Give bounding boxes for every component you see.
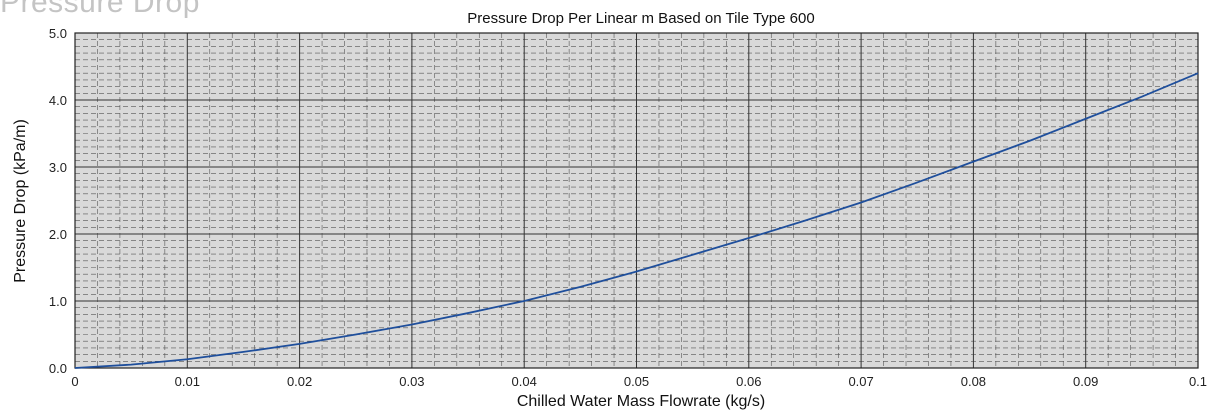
data-point: [130, 364, 132, 366]
series-line-0: [74, 72, 1199, 369]
x-tick-label: 0.09: [1073, 374, 1098, 389]
x-tick-label: 0.04: [512, 374, 537, 389]
y-tick-label: 3.0: [49, 160, 67, 175]
tick-labels: 0 0.01 0.02 0.03 0.04 0.05 0.06 0.07 0.08 0.09 0.1…: [49, 26, 1207, 389]
data-point: [186, 358, 188, 360]
data-point: [299, 343, 301, 345]
data-point: [243, 351, 245, 353]
x-tick-label: 0.05: [624, 374, 649, 389]
data-point: [74, 367, 76, 369]
plot-frame: [74, 32, 1199, 369]
data-point: [692, 254, 694, 256]
plot-area: [74, 32, 1199, 369]
data-point: [579, 286, 581, 288]
x-tick-label: 0.06: [736, 374, 761, 389]
data-point: [916, 182, 918, 184]
data-point: [636, 271, 638, 273]
page-heading: Pressure Drop: [0, 0, 200, 19]
x-tick-label: 0.03: [399, 374, 424, 389]
x-tick-label: 0.1: [1189, 374, 1207, 389]
x-tick-label: 0.01: [175, 374, 200, 389]
x-tick-label: 0: [71, 374, 78, 389]
data-point: [411, 324, 413, 326]
y-tick-label: 5.0: [49, 26, 67, 41]
y-tick-label: 4.0: [49, 93, 67, 108]
chart-title: Pressure Drop Per Linear m Based on Tile…: [467, 10, 814, 27]
y-tick-label: 1.0: [49, 294, 67, 309]
y-tick-label: 0.0: [49, 361, 67, 376]
y-tick-label: 2.0: [49, 227, 67, 242]
data-point: [973, 161, 975, 163]
data-point: [748, 237, 750, 239]
y-axis-label: Pressure Drop (kPa/m): [12, 119, 29, 283]
data-point: [355, 334, 357, 336]
data-point: [1029, 140, 1031, 142]
x-tick-label: 0.08: [961, 374, 986, 389]
data-point: [804, 220, 806, 222]
major-grid: [75, 33, 1198, 368]
data-point: [860, 202, 862, 204]
data-point: [467, 312, 469, 314]
data-point: [1197, 72, 1199, 74]
x-tick-label: 0.02: [287, 374, 312, 389]
data-point: [523, 300, 525, 302]
x-tick-label: 0.07: [848, 374, 873, 389]
data-point: [1085, 118, 1087, 120]
x-axis-label: Chilled Water Mass Flowrate (kg/s): [517, 393, 765, 410]
data-point: [1141, 96, 1143, 98]
